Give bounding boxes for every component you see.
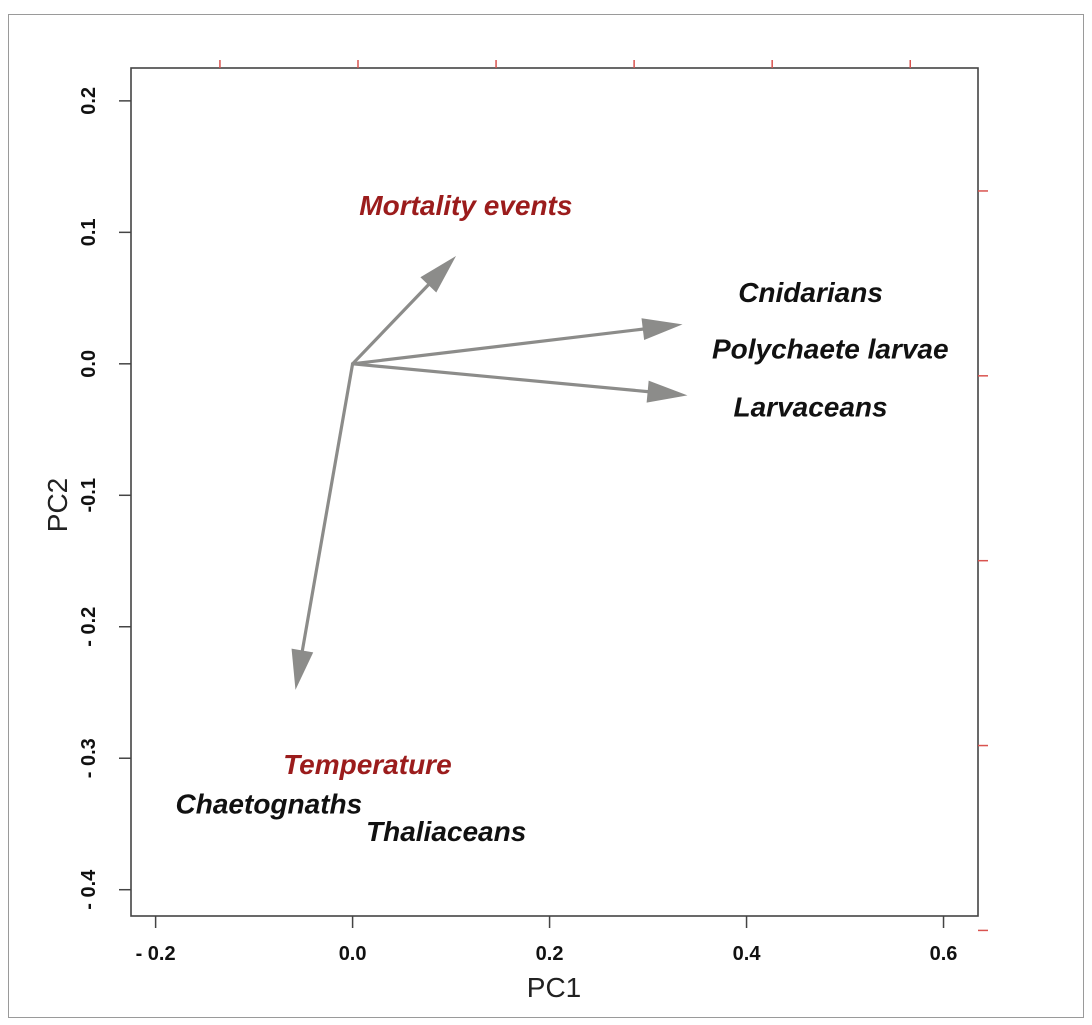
label-larvaceans: Larvaceans — [734, 391, 888, 422]
y-tick-label-1: 0.1 — [78, 218, 100, 246]
y-tick-label-0: 0.2 — [78, 87, 100, 115]
label-thaliaceans: Thaliaceans — [366, 816, 526, 847]
x-tick-label-3: 0.4 — [733, 943, 762, 965]
x-axis: - 0.2 0.0 0.2 0.4 0.6 — [136, 916, 958, 965]
x-tick-label-1: 0.0 — [339, 943, 367, 965]
loading-arrows — [291, 256, 688, 690]
y-tick-label-5: - 0.3 — [78, 738, 100, 778]
y-axis-title: PC2 — [42, 478, 73, 532]
arrow-temperature-head — [291, 648, 314, 690]
x-tick-label-2: 0.2 — [536, 943, 564, 965]
x-tick-label-4: 0.6 — [930, 943, 958, 965]
y-tick-label-2: 0.0 — [78, 350, 100, 378]
plot-area — [130, 67, 979, 917]
y-axis: 0.2 0.1 0.0 -0.1 - 0.2 - 0.3 - 0.4 — [78, 87, 131, 910]
y-tick-label-6: - 0.4 — [78, 869, 100, 910]
arrow-temperature-shaft — [300, 362, 355, 653]
arrow-cnidarians-shaft — [350, 327, 645, 366]
top-axis-ticks — [219, 60, 911, 68]
right-axis-ticks — [978, 190, 988, 932]
arrow-larvaceans-head — [646, 380, 688, 403]
x-tick-label-0: - 0.2 — [136, 943, 176, 965]
y-tick-label-4: - 0.2 — [78, 607, 100, 647]
label-temperature: Temperature — [283, 749, 452, 780]
label-cnidarians: Cnidarians — [738, 277, 883, 308]
label-mortality-events: Mortality events — [359, 190, 572, 221]
label-chaetognaths: Chaetognaths — [176, 788, 363, 819]
arrow-mortality-shaft — [350, 283, 430, 366]
x-axis-title: PC1 — [527, 972, 581, 1003]
figure-frame: - 0.2 0.0 0.2 0.4 0.6 0.2 0.1 0.0 -0.1- 0.2- 0.… — [8, 14, 1084, 1018]
arrow-mortality-head — [420, 256, 457, 293]
label-polychaete-larvae: Polychaete larvae — [712, 334, 949, 365]
loading-labels: Mortality events Cnidarians Polychaete lar… — [176, 190, 949, 847]
arrow-cnidarians-head — [641, 318, 683, 341]
pca-biplot: - 0.2 0.0 0.2 0.4 0.6 0.20.10.0-0.1- 0.2- 0.… — [42, 60, 988, 1003]
arrow-larvaceans-shaft — [350, 362, 650, 394]
y-tick-label-3: -0.1 — [78, 478, 100, 512]
